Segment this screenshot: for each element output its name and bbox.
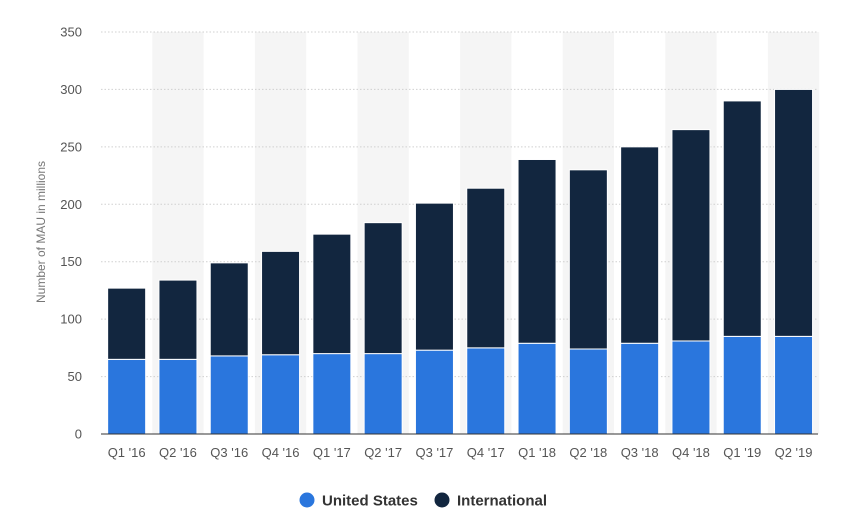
bar-united-states[interactable] xyxy=(774,335,814,435)
y-tick-label: 200 xyxy=(60,197,82,212)
y-tick-label: 250 xyxy=(60,139,82,154)
x-tick-label: Q4 '16 xyxy=(262,445,300,460)
bar-united-states[interactable] xyxy=(414,349,454,435)
bar-international[interactable] xyxy=(517,158,557,344)
bar-united-states[interactable] xyxy=(722,335,762,435)
x-axis-ticks: Q1 '16 Q2 '16 Q3 '16 Q4 '16 Q1 '17 Q2 '17 Q3 '… xyxy=(108,445,813,460)
x-tick-label: Q1 '18 xyxy=(518,445,556,460)
y-tick-label: 100 xyxy=(60,312,82,327)
x-tick-label: Q1 '19 xyxy=(723,445,761,460)
y-axis-ticks: 0 50 100 150 200 250 300 350 xyxy=(60,25,82,442)
bar-united-states[interactable] xyxy=(466,347,506,435)
bar-united-states[interactable] xyxy=(261,354,301,435)
bar-united-states[interactable] xyxy=(312,353,352,435)
bar-international[interactable] xyxy=(620,146,660,344)
legend-label: United States xyxy=(322,493,418,510)
y-tick-label: 0 xyxy=(75,427,82,442)
bar-united-states[interactable] xyxy=(209,355,249,435)
x-tick-label: Q2 '18 xyxy=(569,445,607,460)
x-tick-label: Q3 '18 xyxy=(621,445,659,460)
bar-united-states[interactable] xyxy=(158,358,198,435)
bar-united-states[interactable] xyxy=(671,340,711,435)
bar-international[interactable] xyxy=(466,187,506,349)
y-tick-label: 150 xyxy=(60,254,82,269)
bar-united-states[interactable] xyxy=(568,348,608,435)
bar-international[interactable] xyxy=(722,100,762,337)
bar-international[interactable] xyxy=(671,129,711,342)
bar-united-states[interactable] xyxy=(620,342,660,435)
legend[interactable]: United States International xyxy=(299,492,548,510)
bar-international[interactable] xyxy=(414,202,454,351)
legend-item-international[interactable]: International xyxy=(434,492,548,510)
legend-marker xyxy=(434,492,450,508)
bar-international[interactable] xyxy=(312,233,352,355)
x-tick-label: Q4 '17 xyxy=(467,445,505,460)
y-tick-label: 300 xyxy=(60,82,82,97)
y-axis-title: Number of MAU in millions xyxy=(34,161,48,303)
bar-international[interactable] xyxy=(158,279,198,360)
legend-marker xyxy=(299,492,315,508)
y-tick-label: 50 xyxy=(68,369,82,384)
bar-international[interactable] xyxy=(774,88,814,337)
bar-international[interactable] xyxy=(107,287,147,360)
bar-international[interactable] xyxy=(568,169,608,350)
bar-international[interactable] xyxy=(261,250,301,356)
x-tick-label: Q3 '16 xyxy=(210,445,248,460)
x-tick-label: Q2 '19 xyxy=(775,445,813,460)
bars xyxy=(107,88,814,435)
x-tick-label: Q1 '16 xyxy=(108,445,146,460)
x-tick-label: Q4 '18 xyxy=(672,445,710,460)
x-tick-label: Q2 '17 xyxy=(364,445,402,460)
y-tick-label: 350 xyxy=(60,25,82,40)
bar-united-states[interactable] xyxy=(107,358,147,435)
legend-item-united-states[interactable]: United States xyxy=(299,492,418,510)
bar-united-states[interactable] xyxy=(517,342,557,435)
legend-label: International xyxy=(457,493,547,510)
x-tick-label: Q3 '17 xyxy=(415,445,453,460)
x-tick-label: Q2 '16 xyxy=(159,445,197,460)
bar-united-states[interactable] xyxy=(363,353,403,435)
bar-international[interactable] xyxy=(363,222,403,355)
bar-international[interactable] xyxy=(209,262,249,357)
x-tick-label: Q1 '17 xyxy=(313,445,351,460)
